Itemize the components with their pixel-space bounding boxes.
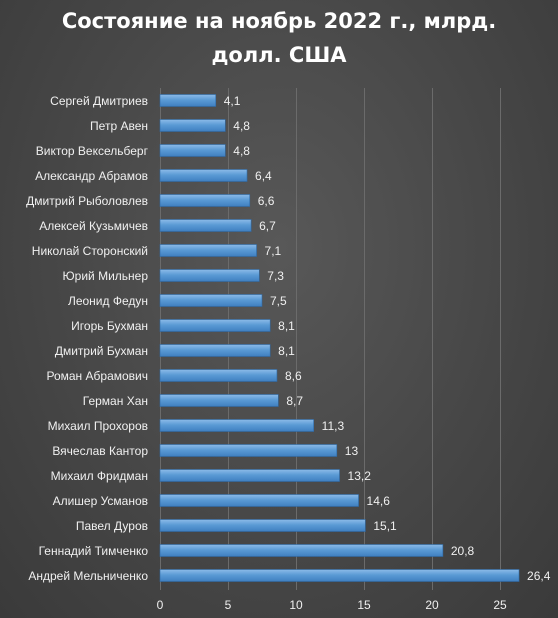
category-label: Алексей Кузьмичев [39, 219, 148, 233]
category-label: Виктор Вексельберг [36, 144, 149, 158]
bar [159, 519, 366, 532]
category-label: Геннадий Тимченко [39, 544, 149, 558]
data-label: 6,6 [258, 194, 275, 208]
data-label: 6,7 [259, 219, 276, 233]
category-label: Вячеслав Кантор [52, 444, 148, 458]
category-label: Игорь Бухман [71, 319, 148, 333]
chart-title: Состояние на ноябрь 2022 г., млрд. долл.… [61, 9, 497, 67]
x-tick-label: 0 [157, 598, 164, 612]
x-tick-label: 10 [289, 598, 303, 612]
data-label: 8,1 [278, 319, 295, 333]
data-label: 15,1 [373, 519, 397, 533]
bar [159, 494, 359, 507]
category-label: Леонид Федун [68, 294, 148, 308]
data-label: 6,4 [255, 169, 272, 183]
data-label: 4,1 [224, 94, 241, 108]
bar [159, 569, 520, 582]
bar [159, 344, 271, 357]
bar [159, 369, 278, 382]
data-label: 4,8 [233, 119, 250, 133]
x-tick-label: 15 [357, 598, 371, 612]
data-label: 7,5 [270, 294, 287, 308]
bar [159, 119, 226, 132]
category-label: Павел Дуров [76, 519, 148, 533]
x-tick-label: 5 [225, 598, 232, 612]
bar [159, 294, 263, 307]
bar [159, 144, 226, 157]
category-label: Михаил Прохоров [48, 419, 148, 433]
bar [159, 169, 248, 182]
bar [159, 244, 257, 257]
category-label: Юрий Мильнер [63, 269, 149, 283]
category-label: Алишер Усманов [53, 494, 148, 508]
bar [159, 444, 338, 457]
bar [159, 269, 260, 282]
data-label: 13 [345, 444, 359, 458]
category-label: Дмитрий Бухман [55, 344, 148, 358]
bar [159, 94, 217, 107]
data-label: 8,7 [286, 394, 303, 408]
x-tick-label: 25 [493, 598, 507, 612]
data-label: 8,1 [278, 344, 295, 358]
category-label: Андрей Мельниченко [28, 569, 148, 583]
category-label: Петр Авен [90, 119, 148, 133]
category-label: Дмитрий Рыболовлев [26, 194, 148, 208]
category-label: Михаил Фридман [51, 469, 148, 483]
data-label: 7,3 [267, 269, 284, 283]
bar [159, 469, 340, 482]
data-label: 26,4 [527, 569, 551, 583]
data-label: 4,8 [233, 144, 250, 158]
category-label: Сергей Дмитриев [50, 94, 148, 108]
category-label: Герман Хан [83, 394, 148, 408]
bar [159, 419, 314, 432]
bar [159, 194, 251, 207]
data-label: 11,3 [322, 419, 345, 433]
bar [159, 394, 279, 407]
bar [159, 219, 252, 232]
x-tick-label: 20 [425, 598, 439, 612]
data-label: 20,8 [451, 544, 475, 558]
bar [159, 319, 271, 332]
data-label: 7,1 [265, 244, 282, 258]
bar [159, 544, 444, 557]
category-label: Роман Абрамович [46, 369, 148, 383]
category-label: Николай Сторонский [32, 244, 148, 258]
data-label: 8,6 [285, 369, 302, 383]
data-label: 14,6 [367, 494, 391, 508]
data-label: 13,2 [348, 469, 372, 483]
category-label: Александр Абрамов [35, 169, 148, 183]
